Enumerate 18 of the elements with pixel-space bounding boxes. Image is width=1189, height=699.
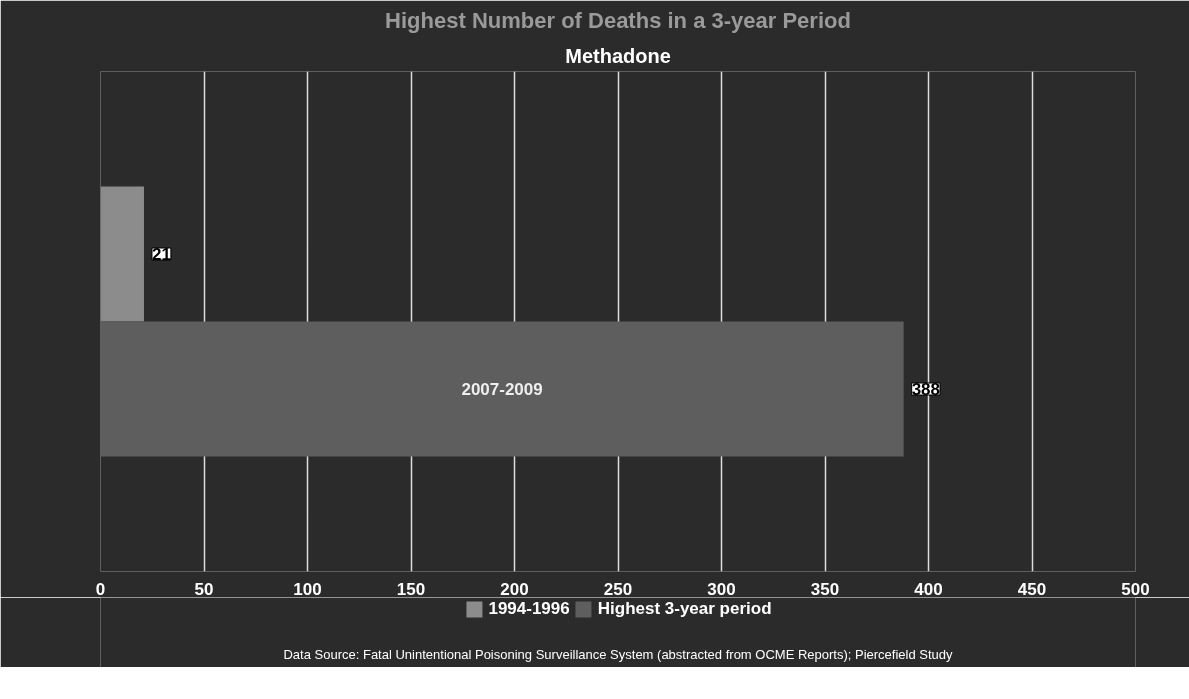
- x-tick-label: 300: [707, 579, 736, 599]
- legend-label: Highest 3-year period: [597, 599, 772, 619]
- x-tick-label: 0: [95, 579, 106, 599]
- x-tick-label: 150: [396, 579, 426, 599]
- x-tick-label: 450: [1017, 579, 1047, 599]
- legend-label: 1994-1996: [488, 599, 570, 619]
- chart-subtitle: Methadone: [565, 44, 671, 67]
- annotation: 2007-2009: [461, 380, 543, 399]
- x-tick-label: 200: [500, 579, 529, 599]
- x-tick-label: 50: [194, 579, 214, 599]
- x-tick-label: 400: [914, 579, 943, 599]
- chart-title: Highest Number of Deaths in a 3-year Period: [385, 7, 851, 33]
- source-note: Data Source: Fatal Unintentional Poisoning Surveillance System (abstracted from OCME Reports); Piercefield Study: [283, 646, 954, 662]
- x-tick-label: 500: [1121, 579, 1150, 599]
- x-tick-label: 250: [603, 579, 633, 599]
- data-label: 388: [911, 380, 941, 399]
- x-tick-label: 350: [810, 579, 840, 599]
- x-tick-label: 100: [293, 579, 322, 599]
